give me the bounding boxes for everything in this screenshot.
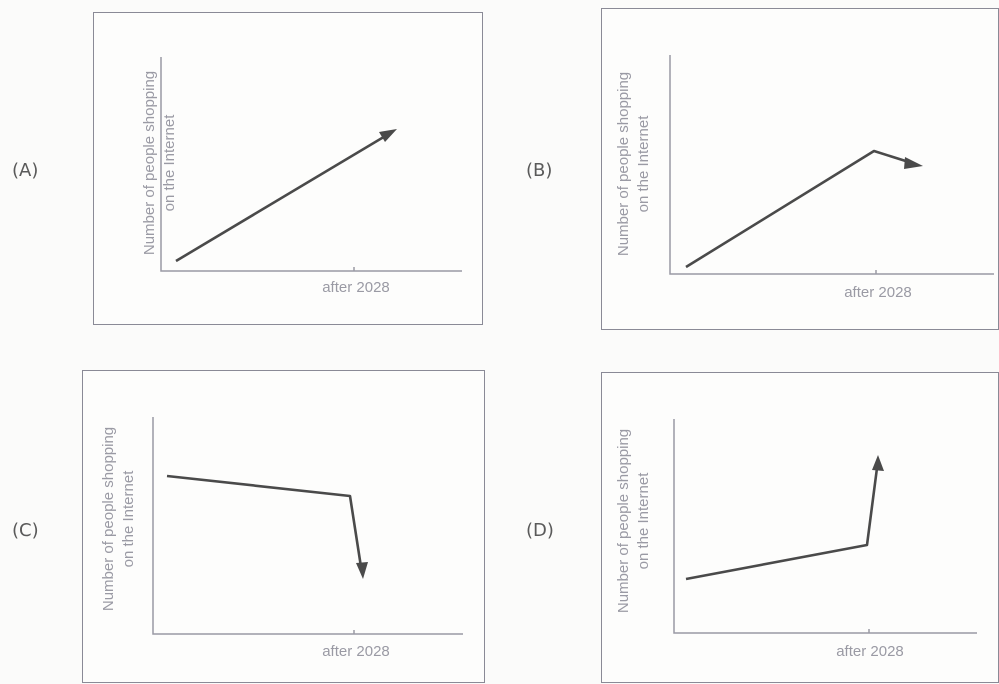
trend-line xyxy=(685,149,913,269)
y-axis-label-line2: on the Internet xyxy=(635,472,652,570)
x-tick-label: after 2028 xyxy=(836,643,904,660)
option-label-d: (D) xyxy=(526,520,554,541)
axes xyxy=(152,417,463,635)
arrow-head xyxy=(356,562,368,579)
chart-b: Number of people shopping on the Interne… xyxy=(615,55,994,301)
option-label-b: (B) xyxy=(526,160,553,181)
y-axis-label-line1: Number of people shopping xyxy=(615,72,632,256)
x-tick-label: after 2028 xyxy=(322,279,390,296)
y-axis-label-line1: Number of people shopping xyxy=(615,429,632,613)
chart-a: Number of people shopping on the Interne… xyxy=(141,57,462,296)
option-label-c: (C) xyxy=(12,520,39,541)
chart-c: Number of people shopping on the Interne… xyxy=(100,417,463,660)
chart-panel-b: Number of people shopping on the Interne… xyxy=(601,8,999,330)
chart-panel-c: Number of people shopping on the Interne… xyxy=(82,370,485,683)
chart-d: Number of people shopping on the Interne… xyxy=(615,419,977,660)
y-axis-label-line1: Number of people shopping xyxy=(141,71,158,255)
y-axis-label-line2: on the Internet xyxy=(635,115,652,213)
chart-panel-a: Number of people shopping on the Interne… xyxy=(93,12,483,325)
chart-panel-d: Number of people shopping on the Interne… xyxy=(601,372,999,683)
trend-line xyxy=(175,133,388,263)
y-axis-label-line1: Number of people shopping xyxy=(100,427,117,611)
arrow-head xyxy=(904,157,923,169)
trend-line xyxy=(166,474,363,568)
trend-line xyxy=(685,467,879,581)
axes xyxy=(160,57,462,272)
x-tick-label: after 2028 xyxy=(322,643,390,660)
x-tick-label: after 2028 xyxy=(844,284,912,301)
axes xyxy=(673,419,977,634)
arrow-head xyxy=(872,455,884,471)
y-axis-label-line2: on the Internet xyxy=(161,114,178,212)
option-label-a: (A) xyxy=(12,160,39,181)
axes xyxy=(669,55,994,275)
arrow-head xyxy=(379,129,397,142)
y-axis-label-line2: on the Internet xyxy=(120,470,137,568)
